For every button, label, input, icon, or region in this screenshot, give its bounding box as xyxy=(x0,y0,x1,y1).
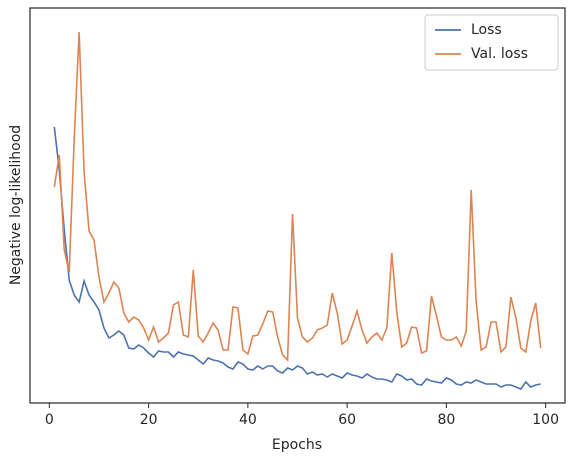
x-tick-label: 100 xyxy=(532,412,559,428)
x-axis-label: Epochs xyxy=(272,437,322,453)
line-series xyxy=(53,126,541,390)
x-tick-label: 60 xyxy=(338,412,356,428)
x-tick-label: 80 xyxy=(437,412,455,428)
x-tick-label: 20 xyxy=(140,412,158,428)
y-axis-label: Negative log-likelihood xyxy=(8,125,24,285)
x-tick-label: 40 xyxy=(239,412,257,428)
x-tick-label: 0 xyxy=(45,412,54,428)
legend-box xyxy=(424,14,559,71)
legend-label: Loss xyxy=(471,22,502,38)
legend-label: Val. loss xyxy=(471,46,528,62)
plot-frame xyxy=(29,7,566,404)
line-series xyxy=(53,31,542,362)
